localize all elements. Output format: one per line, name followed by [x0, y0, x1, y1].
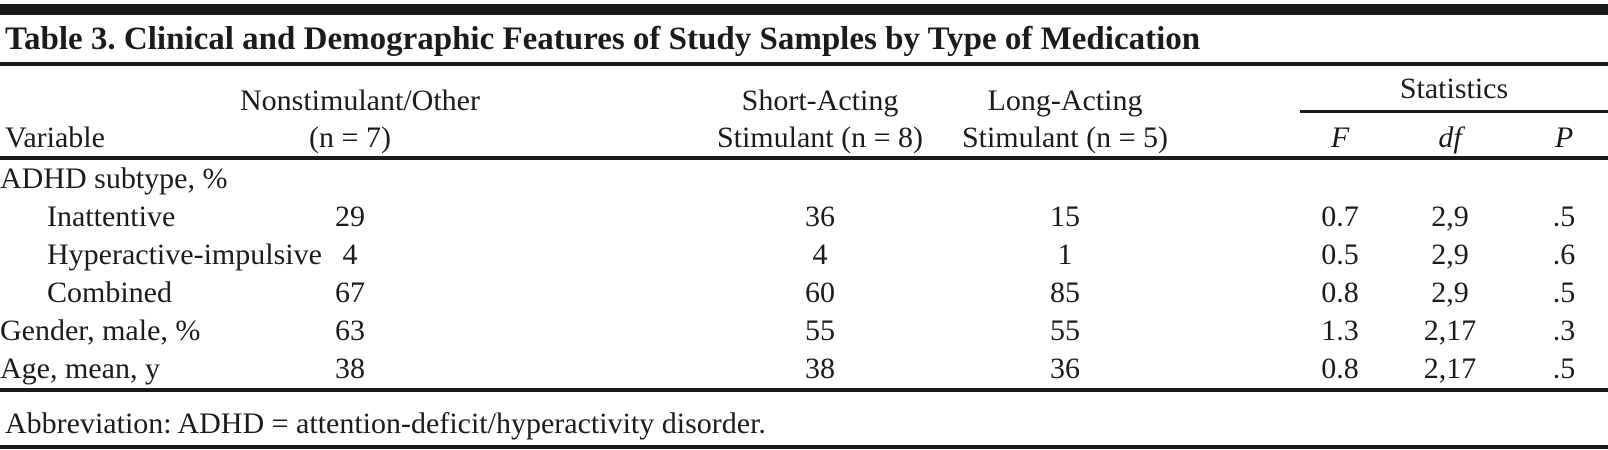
cell-df: 2,9	[1431, 276, 1469, 309]
column-header-line1: Short-Acting	[741, 84, 899, 117]
spacer-cell	[460, 198, 700, 236]
row-label: Combined	[47, 276, 172, 309]
cell-short-acting: 4	[812, 238, 828, 271]
cell-p	[1520, 160, 1608, 198]
cell-nonstimulant: 29	[335, 200, 365, 233]
column-header-nonstimulant-other: Nonstimulant/Other (n = 7)	[240, 82, 480, 156]
cell-nonstimulant: 4	[342, 238, 358, 271]
column-header-f: F	[1330, 121, 1350, 154]
table-header: Variable Nonstimulant/Other (n = 7) Shor…	[0, 66, 1608, 160]
cell-long-acting: 36	[1050, 352, 1080, 385]
cell-df: 2,17	[1423, 314, 1477, 347]
row-label: ADHD subtype, %	[0, 162, 228, 195]
table-row: Gender, male, % 63 55 55 1.3 2,17 .3	[0, 312, 1608, 350]
row-label: Gender, male, %	[0, 314, 201, 347]
cell-p: .5	[1552, 200, 1576, 233]
cell-long-acting: 55	[1050, 314, 1080, 347]
column-header-line1: Nonstimulant/Other	[240, 84, 480, 117]
spacer-cell	[460, 312, 700, 350]
cell-nonstimulant	[240, 160, 460, 198]
table-row: Age, mean, y 38 38 36 0.8 2,17 .5	[0, 350, 1608, 388]
table-footnote: Abbreviation: ADHD = attention-deficit/h…	[0, 388, 1608, 449]
cell-f: 0.7	[1321, 200, 1359, 233]
top-rule	[0, 4, 1608, 15]
spacer-cell	[1190, 350, 1300, 388]
column-header-line1: Long-Acting	[987, 84, 1143, 117]
spacer-cell	[1190, 236, 1300, 274]
cell-f: 0.8	[1321, 352, 1359, 385]
cell-df: 2,9	[1431, 238, 1469, 271]
statistics-subcolumns: F df P	[1300, 119, 1608, 156]
spacer-cell	[460, 236, 700, 274]
statistics-group-header: Statistics F df P	[1300, 66, 1608, 156]
table-row: Hyperactive-impulsive 4 4 1 0.5 2,9 .6	[0, 236, 1608, 274]
column-header-df: df	[1438, 121, 1462, 154]
cell-f: 1.3	[1321, 314, 1359, 347]
statistics-label: Statistics	[1300, 70, 1608, 113]
spacer-cell	[460, 160, 700, 198]
spacer-cell	[1190, 160, 1300, 198]
table-body: ADHD subtype, % Inattentive 29 36 15 0.7…	[0, 160, 1608, 388]
table-title: Table 3. Clinical and Demographic Featur…	[0, 15, 1608, 66]
row-label: Age, mean, y	[0, 352, 160, 385]
column-header-long-acting: Long-Acting Stimulant (n = 5)	[940, 82, 1190, 156]
cell-short-acting	[700, 160, 940, 198]
cell-f	[1300, 160, 1380, 198]
cell-short-acting: 36	[805, 200, 835, 233]
cell-long-acting: 1	[1057, 238, 1073, 271]
cell-p: .6	[1552, 238, 1576, 271]
column-header-p: P	[1554, 121, 1574, 154]
cell-f: 0.8	[1321, 276, 1359, 309]
spacer-cell	[1190, 274, 1300, 312]
cell-long-acting: 85	[1050, 276, 1080, 309]
row-label: Inattentive	[47, 200, 176, 233]
table-row: ADHD subtype, %	[0, 160, 1608, 198]
cell-p: .5	[1552, 276, 1576, 309]
column-header-line2: (n = 7)	[309, 121, 391, 154]
table-row: Combined 67 60 85 0.8 2,9 .5	[0, 274, 1608, 312]
cell-df	[1380, 160, 1520, 198]
cell-short-acting: 55	[805, 314, 835, 347]
column-header-line2: Stimulant (n = 8)	[716, 121, 924, 154]
cell-p: .3	[1552, 314, 1576, 347]
spacer-cell	[460, 350, 700, 388]
column-header-variable: Variable	[5, 121, 105, 154]
cell-nonstimulant: 38	[335, 352, 365, 385]
cell-p: .5	[1552, 352, 1576, 385]
row-label: Hyperactive-impulsive	[47, 238, 322, 271]
column-header-line2: Stimulant (n = 5)	[961, 121, 1169, 154]
column-header-short-acting: Short-Acting Stimulant (n = 8)	[700, 82, 940, 156]
cell-long-acting: 15	[1050, 200, 1080, 233]
spacer-cell	[460, 274, 700, 312]
cell-long-acting	[940, 160, 1190, 198]
cell-nonstimulant: 67	[335, 276, 365, 309]
table-row: Inattentive 29 36 15 0.7 2,9 .5	[0, 198, 1608, 236]
cell-df: 2,9	[1431, 200, 1469, 233]
cell-df: 2,17	[1423, 352, 1477, 385]
cell-short-acting: 60	[805, 276, 835, 309]
spacer-cell	[1190, 312, 1300, 350]
cell-short-acting: 38	[805, 352, 835, 385]
spacer-cell	[1190, 198, 1300, 236]
cell-nonstimulant: 63	[335, 314, 365, 347]
cell-f: 0.5	[1321, 238, 1359, 271]
